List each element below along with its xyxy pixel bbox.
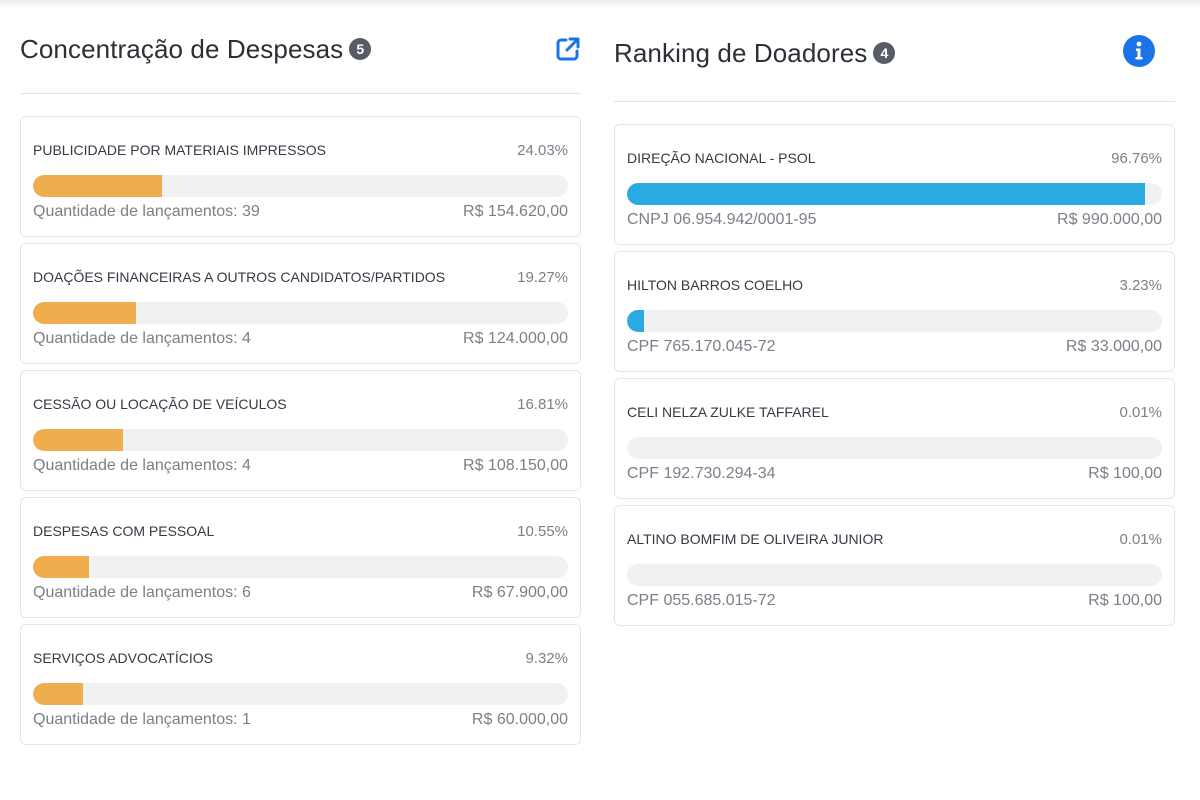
item-percent: 24.03% [517,142,568,159]
item-amount: R$ 100,00 [1088,592,1162,609]
item-percent: 19.27% [517,269,568,286]
entries-count: Quantidade de lançamentos: 4 [33,457,251,474]
item-name: HILTON BARROS COELHO [627,277,804,293]
top-shadow [0,0,1200,8]
progress-fill [33,302,137,324]
item-percent: 16.81% [517,396,568,413]
donor-document: CPF 192.730.294-34 [627,465,776,482]
donor-document: CPF 055.685.015-72 [627,592,776,609]
item-name: DOAÇÕES FINANCEIRAS A OUTROS CANDIDATOS/… [33,269,446,285]
item-amount: R$ 990.000,00 [1057,211,1162,228]
item-percent: 0.01% [1119,531,1162,548]
progress-track [33,429,568,451]
donors-header: Ranking de Doadores 4 [614,0,1175,102]
entries-count: Quantidade de lançamentos: 39 [33,203,260,220]
donors-panel: Ranking de Doadores 4 DIREÇÃO NACIONAL - … [614,0,1175,632]
expenses-title: Concentração de Despesas 5 [20,34,372,65]
expenses-header: Concentração de Despesas 5 [20,0,581,94]
item-amount: R$ 100,00 [1088,465,1162,482]
item-percent: 3.23% [1119,277,1162,294]
entries-count: Quantidade de lançamentos: 1 [33,711,251,728]
list-item[interactable]: PUBLICIDADE POR MATERIAIS IMPRESSOS 24.03… [20,116,581,237]
item-amount: R$ 60.000,00 [471,711,568,728]
external-link-icon[interactable] [555,36,581,62]
donors-title-text: Ranking de Doadores [614,38,868,68]
list-item[interactable]: CESSÃO OU LOCAÇÃO DE VEÍCULOS 16.81% Quant… [20,370,581,491]
expenses-panel: Concentração de Despesas 5 PUBLICIDADE PO… [20,0,581,751]
item-name: SERVIÇOS ADVOCATÍCIOS [33,650,213,666]
donors-count-badge: 4 [873,42,896,65]
expenses-title-text: Concentração de Despesas [20,34,344,64]
progress-fill [33,556,90,578]
donor-document: CPF 765.170.045-72 [627,338,776,355]
progress-fill [33,175,162,197]
item-percent: 10.55% [517,523,568,540]
progress-fill [33,683,83,705]
progress-track [627,183,1162,205]
item-percent: 0.01% [1119,404,1162,421]
item-name: PUBLICIDADE POR MATERIAIS IMPRESSOS [33,142,327,158]
item-amount: R$ 33.000,00 [1065,338,1162,355]
progress-track [33,175,568,197]
list-item[interactable]: DIREÇÃO NACIONAL - PSOL 96.76% CNPJ 06.954… [614,124,1175,245]
progress-track [33,302,568,324]
progress-track [627,310,1162,332]
list-item[interactable]: CELI NELZA ZULKE TAFFAREL 0.01% CPF 192.73… [614,378,1175,499]
item-amount: R$ 108.150,00 [463,457,568,474]
progress-track [33,556,568,578]
item-amount: R$ 67.900,00 [471,584,568,601]
list-item[interactable]: SERVIÇOS ADVOCATÍCIOS 9.32% Quantidade de … [20,624,581,745]
progress-track [33,683,568,705]
expense-list: PUBLICIDADE POR MATERIAIS IMPRESSOS 24.03… [20,94,581,745]
progress-track [627,437,1162,459]
item-amount: R$ 124.000,00 [463,330,568,347]
item-name: DESPESAS COM PESSOAL [33,523,215,539]
item-name: CELI NELZA ZULKE TAFFAREL [627,404,829,420]
donor-document: CNPJ 06.954.942/0001-95 [627,211,817,228]
info-icon[interactable] [1123,35,1155,67]
entries-count: Quantidade de lançamentos: 4 [33,330,251,347]
donor-list: DIREÇÃO NACIONAL - PSOL 96.76% CNPJ 06.954… [614,102,1175,626]
list-item[interactable]: DESPESAS COM PESSOAL 10.55% Quantidade de … [20,497,581,618]
item-amount: R$ 154.620,00 [463,203,568,220]
list-item[interactable]: HILTON BARROS COELHO 3.23% CPF 765.170.045… [614,251,1175,372]
item-name: DIREÇÃO NACIONAL - PSOL [627,150,816,166]
progress-fill [627,183,1145,205]
item-name: ALTINO BOMFIM DE OLIVEIRA JUNIOR [627,531,884,547]
list-item[interactable]: ALTINO BOMFIM DE OLIVEIRA JUNIOR 0.01% CPF… [614,505,1175,626]
list-item[interactable]: DOAÇÕES FINANCEIRAS A OUTROS CANDIDATOS/… [20,243,581,364]
item-percent: 96.76% [1111,150,1162,167]
progress-fill [33,429,123,451]
expenses-count-badge: 5 [349,38,372,61]
donors-title: Ranking de Doadores 4 [614,38,896,69]
progress-track [627,564,1162,586]
item-percent: 9.32% [525,650,568,667]
entries-count: Quantidade de lançamentos: 6 [33,584,251,601]
progress-fill [627,310,645,332]
item-name: CESSÃO OU LOCAÇÃO DE VEÍCULOS [33,396,287,412]
